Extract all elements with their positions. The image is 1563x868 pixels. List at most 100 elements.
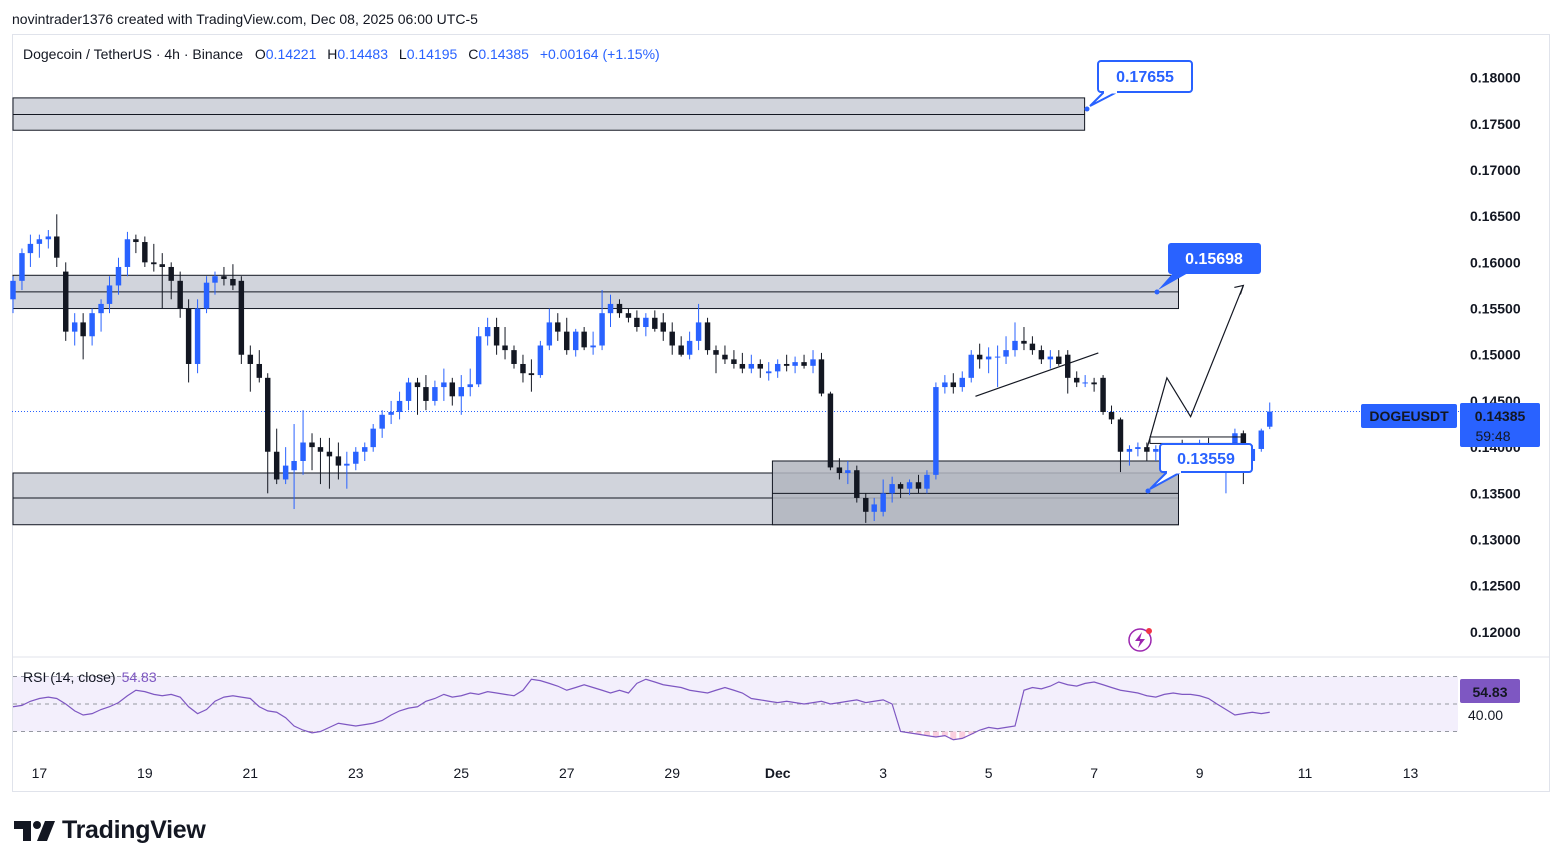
candle: [45, 230, 52, 249]
callout-lower[interactable]: 0.13559: [1145, 443, 1253, 494]
time-axis-tick: 21: [243, 765, 259, 781]
candle-body: [863, 497, 869, 512]
candle-body: [475, 336, 482, 385]
candle: [458, 375, 464, 415]
candle-body: [836, 467, 843, 473]
candle: [423, 375, 429, 411]
time-axis: 17 19 21 23 25 27 29 Dec 3 5 7 9 11 13: [32, 765, 1419, 781]
candle-body: [27, 243, 34, 254]
candle-body: [10, 280, 16, 300]
candle: [801, 354, 807, 369]
candle: [765, 362, 772, 381]
ticker-tag-box: [1361, 404, 1457, 428]
candle: [528, 359, 535, 392]
candle: [889, 476, 895, 503]
candle: [353, 447, 359, 471]
candle: [1003, 336, 1009, 364]
candle-body: [159, 264, 165, 267]
candle: [1029, 336, 1036, 355]
candle: [379, 410, 385, 438]
candle: [475, 327, 482, 388]
candle: [634, 310, 640, 332]
candle-body: [54, 236, 60, 258]
candle-body: [897, 484, 904, 489]
candle-body: [1091, 382, 1097, 385]
candle: [36, 234, 43, 258]
candle: [282, 447, 289, 485]
candle: [247, 345, 254, 392]
candle: [159, 253, 165, 309]
close-label: C: [468, 46, 479, 62]
candle: [897, 482, 904, 498]
ohlc-legend[interactable]: Dogecoin / TetherUS · 4h · Binance O0.14…: [23, 46, 660, 62]
candle-body: [326, 451, 333, 457]
candle-body: [660, 322, 666, 332]
candle: [1038, 345, 1045, 364]
candle-body: [493, 327, 500, 346]
candle-body: [1267, 411, 1273, 427]
candle-body: [520, 363, 526, 374]
time-axis-tick: 23: [348, 765, 364, 781]
candle-body: [1038, 350, 1045, 360]
candle-body: [686, 340, 693, 355]
candle-body: [1232, 433, 1238, 452]
callout-mid[interactable]: 0.15698: [1154, 243, 1262, 295]
candle-body: [441, 382, 447, 388]
candle-body: [300, 442, 306, 461]
price-axis-tick: 0.17500: [1470, 116, 1521, 132]
tradingview-logo[interactable]: TradingView: [14, 816, 206, 845]
candle: [678, 336, 684, 357]
candle: [686, 331, 693, 360]
callout-upper[interactable]: 0.17655: [1084, 60, 1193, 112]
rsi-legend[interactable]: RSI (14, close) 54.83: [23, 669, 157, 685]
candle-body: [854, 470, 860, 498]
rsi-value: 54.83: [121, 669, 157, 685]
rsi-oversold-fill: [968, 731, 975, 735]
candle: [133, 234, 139, 254]
price-axis-tick: 0.17000: [1470, 162, 1521, 178]
candle: [511, 345, 517, 369]
candle: [520, 354, 526, 383]
candle: [203, 276, 210, 314]
price-tag-countdown: 59:48: [1475, 428, 1510, 444]
candle: [836, 458, 843, 480]
candle-body: [739, 363, 746, 369]
candle-body: [151, 262, 157, 265]
candle-body: [185, 308, 192, 364]
candle-body: [247, 354, 254, 364]
candle: [1100, 375, 1106, 415]
candle: [98, 299, 104, 332]
candle-body: [783, 363, 790, 366]
candle-body: [168, 266, 174, 281]
candle: [362, 442, 368, 461]
candle: [933, 382, 939, 480]
candle: [845, 460, 851, 485]
candle: [950, 373, 957, 394]
candle-body: [599, 313, 605, 346]
close-value: 0.14385: [478, 46, 529, 62]
candle: [396, 391, 403, 420]
candle-body: [291, 460, 297, 471]
zones-layer: [12, 97, 1179, 526]
candle: [660, 313, 666, 341]
candle: [291, 424, 297, 510]
candle: [968, 350, 974, 383]
symbol-label[interactable]: Dogecoin / TetherUS · 4h · Binance: [23, 46, 243, 62]
candle-body: [1258, 430, 1265, 449]
rsi-pane: [12, 676, 1458, 741]
candle: [669, 322, 675, 355]
high-label: H: [327, 46, 338, 62]
candle: [906, 479, 913, 496]
candle-body: [256, 363, 263, 378]
time-axis-tick: 29: [664, 765, 680, 781]
candle: [546, 308, 553, 351]
candle-body: [80, 322, 86, 337]
candle-body: [1100, 377, 1106, 413]
candle: [230, 264, 236, 291]
lightning-badge-icon[interactable]: [1128, 628, 1152, 652]
rsi-oversold-fill: [915, 731, 922, 735]
candle: [151, 243, 157, 272]
candle: [221, 266, 227, 286]
candle: [335, 442, 342, 480]
